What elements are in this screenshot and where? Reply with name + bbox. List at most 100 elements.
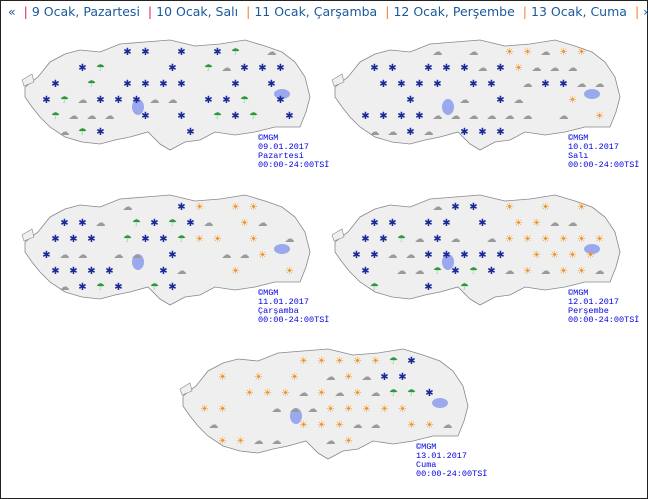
salt-lake bbox=[442, 254, 454, 270]
cloud-icon: ☁ bbox=[298, 388, 309, 399]
day-link-2[interactable]: 11 Ocak, Çarşamba bbox=[254, 4, 378, 19]
cloud-icon: ☁ bbox=[131, 250, 142, 261]
rain-icon: ☂ bbox=[96, 282, 105, 293]
sun-icon: ☀ bbox=[568, 95, 577, 106]
snow-icon: ✱ bbox=[168, 282, 177, 293]
snow-icon: ✱ bbox=[150, 218, 159, 229]
snow-icon: ✱ bbox=[487, 266, 496, 277]
sun-icon: ☀ bbox=[353, 356, 362, 367]
snow-icon: ✱ bbox=[379, 111, 388, 122]
sun-icon: ☀ bbox=[249, 234, 258, 245]
snow-icon: ✱ bbox=[168, 63, 177, 74]
sun-icon: ☀ bbox=[317, 420, 326, 431]
snow-icon: ✱ bbox=[496, 250, 505, 261]
cloud-icon: ☁ bbox=[468, 47, 479, 58]
snow-icon: ✱ bbox=[141, 111, 150, 122]
forecast-map-day3[interactable]: ©MGM 11.01.2017 Çarşamba 00:00-24:00TSİ ☁ ✱ ☀… bbox=[20, 187, 329, 327]
snow-icon: ✱ bbox=[267, 79, 276, 90]
cloud-icon: ☁ bbox=[414, 234, 425, 245]
snow-icon: ✱ bbox=[478, 250, 487, 261]
sun-icon: ☀ bbox=[371, 356, 380, 367]
map-label: ©MGM 12.01.2017 Perşembe 00:00-24:00TSİ bbox=[568, 288, 640, 325]
sun-icon: ☀ bbox=[245, 388, 254, 399]
cloud-icon: ☁ bbox=[576, 79, 587, 90]
snow-icon: ✱ bbox=[141, 47, 150, 58]
cloud-icon: ☁ bbox=[504, 111, 515, 122]
sun-icon: ☀ bbox=[200, 404, 209, 415]
snow-icon: ✱ bbox=[407, 356, 416, 367]
forecast-map-day5[interactable]: ©MGM 13.01.2017 Cuma 00:00-24:00TSİ ☀ ☀ ☀ ☀ ☀ ☂ ✱… bbox=[178, 341, 487, 481]
next-link[interactable]: » bbox=[643, 4, 648, 19]
cloud-icon: ☁ bbox=[567, 63, 578, 74]
cloud-icon: ☁ bbox=[361, 372, 372, 383]
forecast-map-day1[interactable]: ©MGM 09.01.2017 Pazartesi 00:00-24:00TSİ ✱ ✱… bbox=[20, 32, 329, 172]
turkey-map bbox=[331, 39, 621, 151]
sun-icon: ☀ bbox=[595, 111, 604, 122]
cloud-icon: ☁ bbox=[531, 63, 542, 74]
forecast-map-day2[interactable]: ©MGM 10.01.2017 Salı 00:00-24:00TSİ ☁ ☁ ☀ ☀ ☁ ☀ ☀… bbox=[330, 32, 639, 172]
day-link-0[interactable]: 9 Ocak, Pazartesi bbox=[31, 4, 140, 19]
prev-link[interactable]: « bbox=[8, 4, 16, 19]
cloud-icon: ☁ bbox=[387, 250, 398, 261]
separator: | bbox=[23, 4, 28, 19]
snow-icon: ✱ bbox=[204, 95, 213, 106]
rain-icon: ☂ bbox=[433, 266, 442, 277]
sun-icon: ☀ bbox=[425, 420, 434, 431]
sun-icon: ☀ bbox=[218, 404, 227, 415]
sun-icon: ☀ bbox=[523, 266, 532, 277]
snow-icon: ✱ bbox=[370, 218, 379, 229]
rain-icon: ☂ bbox=[177, 234, 186, 245]
sun-icon: ☀ bbox=[362, 404, 371, 415]
rain-icon: ☂ bbox=[204, 63, 213, 74]
thrace-outline bbox=[21, 73, 35, 87]
snow-icon: ✱ bbox=[361, 266, 370, 277]
map-label: ©MGM 13.01.2017 Cuma 00:00-24:00TSİ bbox=[416, 442, 488, 479]
cloud-icon: ☁ bbox=[307, 404, 318, 415]
cloud-icon: ☁ bbox=[450, 111, 461, 122]
salt-lake bbox=[442, 99, 454, 115]
snow-icon: ✱ bbox=[361, 234, 370, 245]
day-link-3[interactable]: 12 Ocak, Perşembe bbox=[393, 4, 515, 19]
sun-icon: ☀ bbox=[595, 234, 604, 245]
thrace-outline bbox=[21, 228, 35, 242]
forecast-map-day4[interactable]: ©MGM 12.01.2017 Perşembe 00:00-24:00TSİ ☁ ✱ ✱… bbox=[330, 187, 639, 327]
cloud-icon: ☁ bbox=[104, 111, 115, 122]
sun-icon: ☀ bbox=[559, 266, 568, 277]
cloud-icon: ☁ bbox=[334, 388, 345, 399]
snow-icon: ✱ bbox=[496, 63, 505, 74]
rain-icon: ☂ bbox=[60, 95, 69, 106]
rain-icon: ☂ bbox=[389, 356, 398, 367]
van-lake bbox=[274, 89, 290, 99]
snow-icon: ✱ bbox=[78, 218, 87, 229]
snow-icon: ✱ bbox=[51, 79, 60, 90]
snow-icon: ✱ bbox=[240, 63, 249, 74]
sun-icon: ☀ bbox=[532, 218, 541, 229]
cloud-icon: ☁ bbox=[77, 250, 88, 261]
cloud-icon: ☁ bbox=[149, 95, 160, 106]
snow-icon: ✱ bbox=[397, 79, 406, 90]
snow-icon: ✱ bbox=[42, 95, 51, 106]
cloud-icon: ☁ bbox=[271, 436, 282, 447]
day-link-4[interactable]: 13 Ocak, Cuma bbox=[531, 4, 627, 19]
snow-icon: ✱ bbox=[105, 266, 114, 277]
rain-icon: ☂ bbox=[150, 282, 159, 293]
snow-icon: ✱ bbox=[370, 250, 379, 261]
cloud-icon: ☁ bbox=[284, 234, 295, 245]
snow-icon: ✱ bbox=[141, 79, 150, 90]
turkey-map bbox=[21, 194, 311, 306]
sun-icon: ☀ bbox=[281, 388, 290, 399]
cloud-icon: ☁ bbox=[369, 127, 380, 138]
cloud-icon: ☁ bbox=[208, 420, 219, 431]
snow-icon: ✱ bbox=[114, 95, 123, 106]
cloud-icon: ☁ bbox=[522, 111, 533, 122]
sun-icon: ☀ bbox=[335, 356, 344, 367]
snow-icon: ✱ bbox=[258, 63, 267, 74]
cloud-icon: ☁ bbox=[522, 79, 533, 90]
sun-icon: ☀ bbox=[231, 266, 240, 277]
snow-icon: ✱ bbox=[96, 127, 105, 138]
day-link-1[interactable]: 10 Ocak, Salı bbox=[156, 4, 239, 19]
turkey-map bbox=[179, 348, 469, 460]
cloud-icon: ☁ bbox=[405, 250, 416, 261]
snow-icon: ✱ bbox=[559, 79, 568, 90]
map-label: ©MGM 11.01.2017 Çarşamba 00:00-24:00TSİ bbox=[258, 288, 330, 325]
